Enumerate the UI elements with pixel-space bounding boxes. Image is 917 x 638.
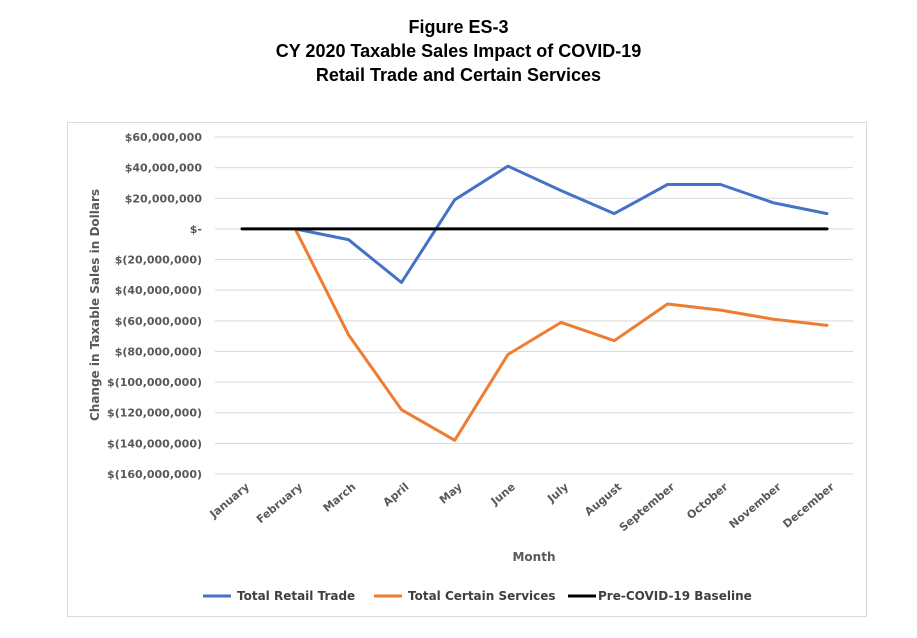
x-axis-title: Month [512, 550, 555, 564]
y-tick-label: $(40,000,000) [115, 284, 202, 297]
y-tick-label: $(60,000,000) [115, 315, 202, 328]
figure-title-line-1: CY 2020 Taxable Sales Impact of COVID-19 [275, 41, 642, 61]
figure-title-line-2: Retail Trade and Certain Services [315, 65, 602, 85]
legend-item-total-certain-services: Total Certain Services [374, 589, 556, 603]
x-axis-tick-labels: January February March April May June July Augu… [207, 480, 838, 534]
x-tick-label: November [727, 480, 785, 531]
x-tick-label: April [381, 480, 412, 509]
legend-item-pre-covid-19-baseline: Pre-COVID-19 Baseline [568, 589, 752, 603]
y-tick-label: $(120,000,000) [107, 407, 202, 420]
series-lines [240, 164, 829, 442]
x-tick-label: December [780, 480, 837, 531]
y-tick-label: $(100,000,000) [107, 376, 202, 389]
legend: Total Retail Trade Total Certain Services… [203, 589, 752, 603]
legend-item-total-retail-trade: Total Retail Trade [203, 589, 355, 603]
x-tick-label: August [582, 480, 624, 518]
x-tick-label: June [488, 480, 518, 508]
x-tick-label: September [617, 480, 678, 534]
figure-title-block: Figure ES-3 CY 2020 Taxable Sales Impact… [0, 15, 917, 87]
gridlines [215, 136, 853, 475]
legend-label: Pre-COVID-19 Baseline [598, 589, 752, 603]
x-tick-label: July [544, 480, 571, 505]
chart-frame [67, 122, 867, 617]
series-line-total-retail-trade [293, 164, 829, 284]
y-axis-tick-labels: $60,000,000 $40,000,000 $20,000,000 $- $(20,… [107, 131, 202, 481]
y-tick-label: $(80,000,000) [115, 345, 202, 358]
x-tick-label: February [254, 480, 305, 526]
y-axis-title: Change in Taxable Sales in Dollars [88, 189, 102, 421]
series-line-total-certain-services [293, 227, 829, 442]
legend-label: Total Retail Trade [237, 589, 355, 603]
x-tick-label: October [684, 480, 731, 522]
y-tick-label: $(140,000,000) [107, 437, 202, 450]
y-tick-label: $40,000,000 [125, 162, 203, 175]
figure-label: Figure ES-3 [408, 17, 509, 37]
y-tick-label: $(160,000,000) [107, 468, 202, 481]
y-tick-label: $(20,000,000) [115, 254, 202, 267]
y-tick-label: $20,000,000 [125, 192, 203, 205]
x-tick-label: March [321, 480, 359, 514]
y-tick-label: $- [190, 223, 202, 236]
x-tick-label: January [207, 480, 252, 521]
legend-label: Total Certain Services [408, 589, 556, 603]
y-tick-label: $60,000,000 [125, 131, 203, 144]
x-tick-label: May [437, 480, 465, 506]
